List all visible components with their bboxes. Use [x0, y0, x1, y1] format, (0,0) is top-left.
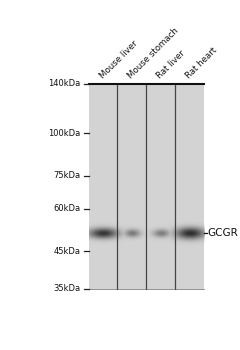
Text: 100kDa: 100kDa [48, 129, 80, 138]
Text: 60kDa: 60kDa [53, 204, 80, 214]
Text: Mouse stomach: Mouse stomach [126, 26, 181, 80]
Text: 35kDa: 35kDa [53, 284, 80, 293]
Text: GCGR: GCGR [208, 228, 238, 238]
Text: 75kDa: 75kDa [53, 172, 80, 181]
Text: Rat heart: Rat heart [184, 46, 219, 80]
Text: Rat liver: Rat liver [155, 49, 187, 80]
Text: 140kDa: 140kDa [48, 79, 80, 88]
Text: 45kDa: 45kDa [53, 247, 80, 256]
Bar [89, 84, 204, 289]
Text: Mouse liver: Mouse liver [98, 39, 139, 80]
